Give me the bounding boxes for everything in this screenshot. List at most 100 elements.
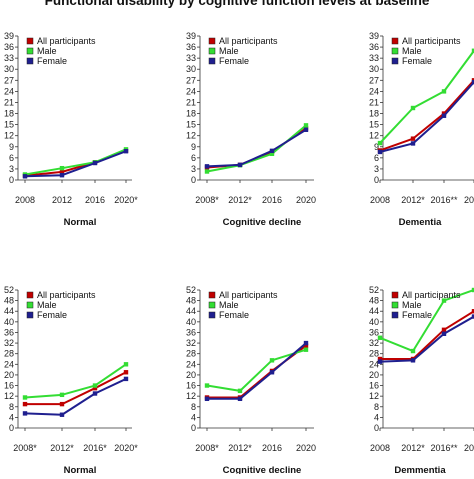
legend-label: Male xyxy=(37,300,57,310)
x-tick-label: 2008 xyxy=(370,195,390,205)
y-tick-label: 39 xyxy=(4,31,14,41)
y-tick-label: 12 xyxy=(369,391,379,401)
data-point xyxy=(377,356,383,362)
x-axis-label: Cognitive decline xyxy=(223,465,302,474)
legend-label: Female xyxy=(402,56,432,66)
x-tick-label: 2012* xyxy=(401,443,425,453)
y-tick-label: 24 xyxy=(186,359,196,369)
y-tick-label: 20 xyxy=(369,370,379,380)
x-tick-label: 2008 xyxy=(15,195,35,205)
y-tick-label: 36 xyxy=(186,327,196,337)
data-point xyxy=(204,383,210,388)
data-point xyxy=(471,309,474,314)
x-tick-label: 2012 xyxy=(52,195,72,205)
y-tick-label: 9 xyxy=(374,142,379,152)
y-tick-label: 44 xyxy=(186,306,196,316)
y-tick-label: 3 xyxy=(9,164,14,174)
x-axis-label: Dementia xyxy=(399,217,442,228)
x-tick-label: 2008* xyxy=(195,195,219,205)
x-tick-label: 2016 xyxy=(262,443,282,453)
data-point xyxy=(377,335,383,340)
series-line-2 xyxy=(206,348,307,392)
data-point xyxy=(441,331,447,336)
y-tick-label: 48 xyxy=(4,296,14,306)
y-tick-label: 44 xyxy=(369,306,379,316)
y-tick-label: 15 xyxy=(4,120,14,130)
y-tick-label: 0 xyxy=(191,423,196,433)
data-point xyxy=(59,401,65,407)
y-tick-label: 0 xyxy=(191,175,196,185)
series-line-1 xyxy=(380,310,474,360)
x-tick-label: 2008* xyxy=(13,443,37,453)
data-point xyxy=(92,160,98,166)
legend-label: All participants xyxy=(402,36,461,46)
y-tick-label: 24 xyxy=(369,359,379,369)
y-tick-label: 16 xyxy=(369,381,379,391)
legend-label: Female xyxy=(37,56,67,66)
y-tick-label: 6 xyxy=(9,153,14,163)
data-point xyxy=(204,396,210,402)
data-point xyxy=(22,411,28,416)
legend-swatch xyxy=(391,301,399,309)
data-point xyxy=(471,79,474,85)
y-tick-label: 32 xyxy=(4,338,14,348)
legend-label: Female xyxy=(219,56,249,66)
y-tick-label: 27 xyxy=(4,75,14,85)
y-tick-label: 32 xyxy=(186,338,196,348)
y-tick-label: 15 xyxy=(369,120,379,130)
y-tick-label: 30 xyxy=(4,64,14,74)
legend-swatch xyxy=(26,301,34,309)
series-line-3 xyxy=(379,81,474,153)
data-point xyxy=(269,358,275,363)
legend-label: Female xyxy=(402,310,432,320)
data-point xyxy=(269,370,275,375)
data-point xyxy=(204,169,210,174)
figure-title: Functional disability by cognitive funct… xyxy=(44,0,430,8)
y-tick-label: 36 xyxy=(4,42,14,52)
data-point xyxy=(441,111,447,116)
y-tick-label: 16 xyxy=(186,381,196,391)
y-tick-label: 8 xyxy=(191,402,196,412)
data-point xyxy=(377,359,383,364)
data-point xyxy=(377,149,383,155)
data-point xyxy=(237,162,243,168)
x-tick-label: 2016** xyxy=(430,195,458,205)
x-axis-label: Normal xyxy=(64,465,97,474)
data-point xyxy=(22,401,28,407)
y-tick-label: 12 xyxy=(186,391,196,401)
y-tick-label: 18 xyxy=(186,109,196,119)
y-tick-label: 44 xyxy=(4,306,14,316)
y-tick-label: 4 xyxy=(191,412,196,422)
y-tick-label: 52 xyxy=(369,285,379,295)
y-tick-label: 40 xyxy=(186,317,196,327)
data-point xyxy=(59,169,65,175)
data-point xyxy=(237,396,243,402)
y-tick-label: 9 xyxy=(9,142,14,152)
x-tick-label: 2012* xyxy=(228,195,252,205)
data-point xyxy=(123,370,129,375)
y-tick-label: 18 xyxy=(4,109,14,119)
y-tick-label: 30 xyxy=(369,64,379,74)
y-tick-label: 24 xyxy=(4,359,14,369)
data-point xyxy=(410,105,416,111)
x-tick-label: 2008* xyxy=(195,443,219,453)
data-point xyxy=(204,164,210,169)
data-point xyxy=(441,298,447,303)
x-tick-label: 2016* xyxy=(83,443,107,453)
data-point xyxy=(92,391,98,396)
legend-swatch xyxy=(208,301,216,309)
series-line-3 xyxy=(379,315,474,363)
legend-swatch xyxy=(26,311,34,319)
y-tick-label: 6 xyxy=(191,153,196,163)
y-tick-label: 39 xyxy=(369,31,379,41)
legend-label: Male xyxy=(37,46,57,56)
data-point xyxy=(377,140,383,146)
data-point xyxy=(22,174,28,179)
legend-label: All participants xyxy=(37,290,96,300)
